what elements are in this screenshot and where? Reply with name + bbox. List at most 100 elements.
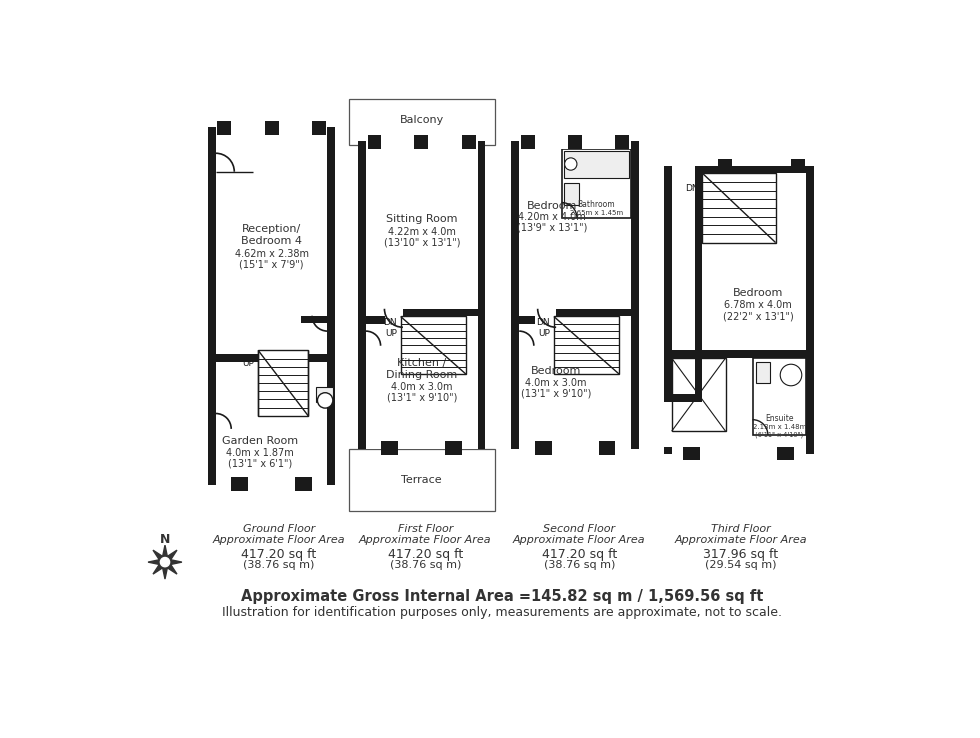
Text: (13'1" x 9'10"): (13'1" x 9'10") <box>386 393 457 402</box>
Bar <box>359 441 485 449</box>
Bar <box>295 485 312 492</box>
Text: (13'10" x 13'1"): (13'10" x 13'1") <box>383 238 460 247</box>
Text: 6.78m x 4.0m: 6.78m x 4.0m <box>724 300 792 310</box>
Bar <box>519 441 535 449</box>
Text: DN: DN <box>383 318 397 327</box>
Text: Second Floor: Second Floor <box>543 523 615 534</box>
Text: Bedroom 4: Bedroom 4 <box>241 235 302 246</box>
Text: UP: UP <box>385 329 397 338</box>
Bar <box>309 354 327 362</box>
Bar <box>312 477 327 485</box>
Text: 4.0m x 3.0m: 4.0m x 3.0m <box>391 382 453 392</box>
Bar <box>535 141 567 148</box>
Bar <box>415 135 428 141</box>
Bar <box>615 135 629 141</box>
Bar <box>366 308 477 317</box>
Bar <box>703 173 775 243</box>
Bar <box>326 127 327 135</box>
Bar <box>717 159 732 165</box>
Text: Third Floor: Third Floor <box>711 523 771 534</box>
Bar <box>445 449 463 455</box>
Bar <box>581 141 615 148</box>
Bar <box>519 308 557 317</box>
Bar <box>216 477 231 485</box>
Bar <box>366 308 403 317</box>
Bar <box>463 441 477 449</box>
Text: Bedroom: Bedroom <box>530 366 581 376</box>
Bar <box>279 127 312 135</box>
Bar <box>512 141 519 449</box>
Text: Garden Room: Garden Room <box>222 436 298 446</box>
Bar <box>664 165 671 402</box>
Bar <box>683 455 700 461</box>
Bar <box>208 127 216 485</box>
Bar <box>554 317 619 374</box>
Bar <box>629 141 631 148</box>
Bar <box>564 151 628 178</box>
Bar <box>567 135 581 141</box>
Bar <box>631 141 639 449</box>
Text: Approximate Floor Area: Approximate Floor Area <box>213 535 345 545</box>
Text: 317.96 sq ft: 317.96 sq ft <box>704 548 778 562</box>
Text: UP: UP <box>242 359 255 368</box>
Bar <box>359 141 485 148</box>
Text: 417.20 sq ft: 417.20 sq ft <box>241 548 317 562</box>
Text: (15'1" x 7'9"): (15'1" x 7'9") <box>239 260 304 269</box>
Text: N: N <box>160 533 171 545</box>
Text: 4.62m x 2.38m: 4.62m x 2.38m <box>234 249 309 259</box>
Bar <box>753 358 807 435</box>
Text: Approximate Floor Area: Approximate Floor Area <box>674 535 808 545</box>
Circle shape <box>161 557 170 567</box>
Text: Approximate Floor Area: Approximate Floor Area <box>513 535 646 545</box>
Bar <box>807 165 814 455</box>
Text: 4.0m x 1.87m: 4.0m x 1.87m <box>226 448 294 458</box>
Bar <box>216 127 218 135</box>
Bar <box>366 317 385 324</box>
Text: (29.54 sq m): (29.54 sq m) <box>706 560 777 570</box>
Bar <box>520 135 535 141</box>
Text: 4.0m x 3.0m: 4.0m x 3.0m <box>525 378 586 387</box>
Text: First Floor: First Floor <box>398 523 453 534</box>
Text: (38.76 sq m): (38.76 sq m) <box>390 560 461 570</box>
Bar <box>791 159 805 165</box>
Text: Dining Room: Dining Room <box>386 370 458 380</box>
Bar <box>695 165 814 173</box>
Bar <box>368 135 381 141</box>
Bar <box>381 449 398 455</box>
Bar <box>477 141 485 449</box>
Bar <box>208 127 335 135</box>
Bar <box>359 141 366 449</box>
Text: DN: DN <box>685 184 699 193</box>
Bar <box>349 449 495 511</box>
Text: 4.22m x 4.0m: 4.22m x 4.0m <box>388 227 456 237</box>
Bar <box>552 441 599 449</box>
Bar <box>216 354 258 362</box>
Text: Approximate Floor Area: Approximate Floor Area <box>359 535 492 545</box>
Bar <box>519 308 631 317</box>
Bar <box>512 441 639 449</box>
Bar <box>519 317 535 324</box>
Bar <box>366 441 381 449</box>
Bar <box>301 316 327 323</box>
Bar <box>700 446 777 455</box>
Text: UP: UP <box>538 329 550 338</box>
Bar <box>476 141 477 148</box>
Text: (6'11" x 4'10"): (6'11" x 4'10") <box>756 431 804 438</box>
Bar <box>757 362 770 384</box>
Text: (13'1" x 9'10"): (13'1" x 9'10") <box>520 388 591 399</box>
Bar <box>695 165 703 402</box>
Bar <box>463 135 476 141</box>
Bar <box>366 141 368 148</box>
Bar <box>562 148 631 218</box>
Bar <box>564 183 579 205</box>
Bar <box>777 455 794 461</box>
Bar <box>218 121 231 127</box>
Text: 417.20 sq ft: 417.20 sq ft <box>388 548 463 562</box>
Text: (13'9" x 13'1"): (13'9" x 13'1") <box>516 223 587 233</box>
Bar <box>428 141 463 148</box>
Circle shape <box>780 365 802 386</box>
Bar <box>615 441 631 449</box>
Text: 2.65m x 1.45m: 2.65m x 1.45m <box>569 210 622 215</box>
Text: Kitchen /: Kitchen / <box>397 359 447 368</box>
Bar <box>794 446 807 455</box>
